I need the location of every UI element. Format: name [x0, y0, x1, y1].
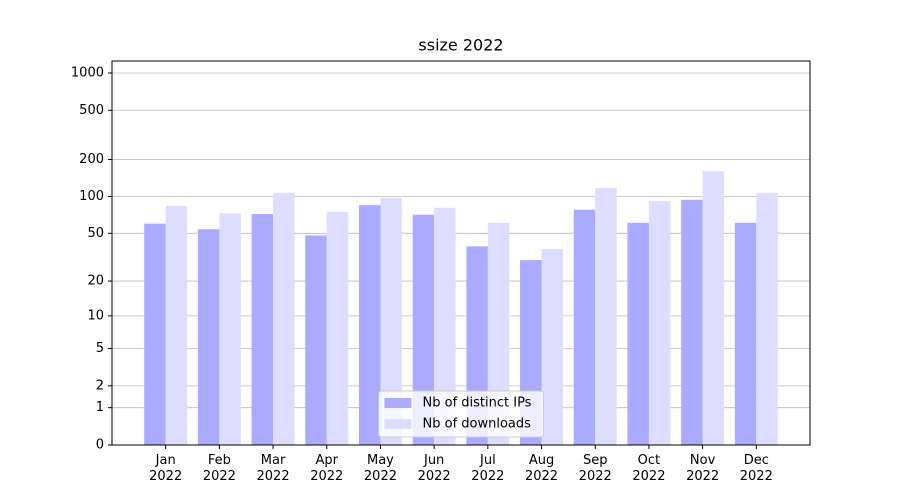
bar	[165, 205, 188, 445]
bar	[487, 222, 510, 445]
y-tick-label: 10	[87, 308, 104, 323]
bar	[326, 211, 349, 445]
y-tick-label: 0	[96, 438, 104, 453]
y-tick-label: 2	[96, 378, 104, 393]
y-tick-label: 20	[87, 274, 104, 289]
y-tick-label: 200	[79, 152, 104, 167]
x-tick-label: Jul 2022	[471, 453, 505, 484]
legend-label: Nb of downloads	[423, 417, 532, 432]
x-tick-label: Apr 2022	[310, 453, 344, 484]
y-tick-label: 500	[79, 103, 104, 118]
legend-label: Nb of distinct IPs	[423, 396, 532, 411]
bar	[197, 229, 220, 445]
bar	[702, 171, 725, 446]
x-tick-label: Oct 2022	[632, 453, 666, 484]
y-tick-label: 100	[79, 189, 104, 204]
bar	[648, 200, 671, 445]
bar	[627, 222, 649, 445]
bar	[756, 192, 778, 445]
legend-frame	[378, 390, 544, 438]
y-tick-label: 5	[96, 341, 104, 356]
legend-swatch	[384, 419, 412, 429]
bar	[434, 207, 456, 445]
bar	[541, 249, 564, 445]
bar	[573, 209, 596, 445]
x-tick-label: Aug 2022	[524, 453, 559, 484]
bar	[412, 214, 435, 445]
plot-frame	[111, 60, 811, 446]
y-tick-label: 1000	[71, 66, 104, 81]
x-tick-label: Nov 2022	[686, 453, 720, 484]
bar	[358, 205, 381, 445]
bar	[144, 223, 166, 445]
bar	[734, 222, 757, 445]
bar	[273, 192, 295, 445]
x-tick-label: Feb 2022	[202, 453, 236, 484]
legend: Nb of distinct IPs Nb of downloads	[378, 390, 544, 438]
chart-title: ssize 2022	[418, 36, 503, 55]
x-tick-label: Dec 2022	[739, 453, 773, 484]
bar	[219, 213, 241, 445]
bar	[681, 199, 703, 445]
bar	[305, 235, 327, 445]
x-tick-label: Jan 2022	[149, 453, 183, 484]
bar	[380, 198, 402, 445]
y-tick-label: 50	[87, 226, 104, 241]
x-tick-label: May 2022	[363, 453, 397, 484]
x-tick-label: Sep 2022	[578, 453, 612, 484]
x-tick-label: Mar 2022	[256, 453, 290, 484]
legend-swatch	[384, 398, 412, 408]
x-tick-label: Jun 2022	[417, 453, 451, 484]
bar	[595, 188, 617, 445]
y-tick-label: 1	[96, 400, 104, 415]
bar	[251, 213, 274, 445]
